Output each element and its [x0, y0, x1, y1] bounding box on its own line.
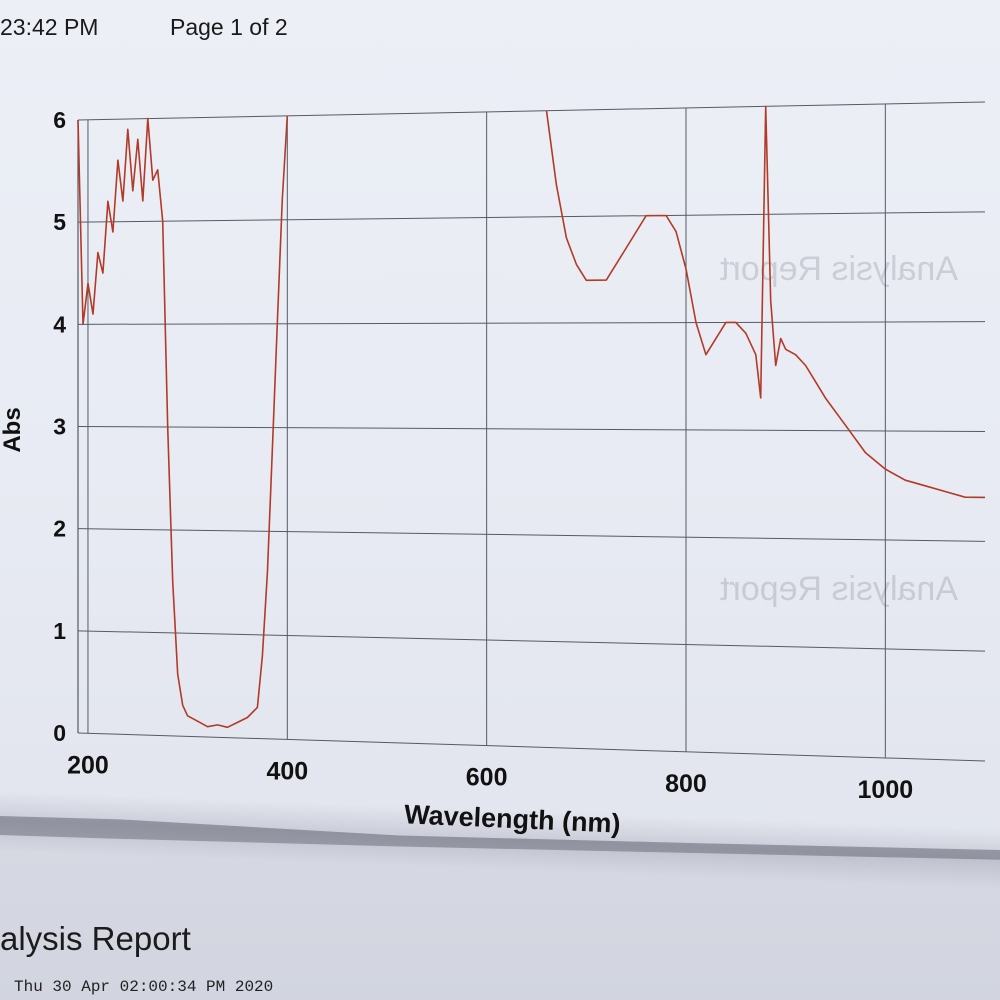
y-gridline: [77, 732, 986, 762]
chart-grid: [77, 101, 986, 762]
y-tick-label: 6: [53, 107, 66, 133]
y-tick-label: 1: [53, 618, 66, 644]
print-time: 23:42 PM: [0, 14, 99, 40]
series-line-1: [77, 115, 289, 729]
paper-sheet: [0, 0, 1000, 850]
report-title: alysis Report: [0, 920, 191, 957]
paper-sheet-lower: [0, 835, 1000, 1000]
x-tick-label: 200: [67, 751, 109, 779]
chart-labels: 0 1 2 3 4 5 6 200 400 600 800 1000 Wavelength (nm) Ab…: [0, 107, 913, 839]
x-tick-label: 400: [266, 757, 308, 785]
x-tick-label: 800: [665, 770, 707, 798]
y-tick-label: 5: [53, 209, 66, 235]
series-line-2: [545, 105, 986, 499]
x-tick-label: 1000: [858, 776, 914, 804]
x-axis-label: Wavelength (nm): [404, 799, 622, 838]
y-gridline: [77, 321, 986, 325]
y-gridline: [77, 630, 986, 652]
report-date: Thu 30 Apr 02:00:34 PM 2020: [14, 978, 274, 996]
y-axis-label: Abs: [0, 407, 26, 452]
y-tick-label: 4: [53, 311, 66, 337]
y-tick-label: 0: [53, 720, 66, 746]
y-gridline: [77, 528, 986, 542]
x-tick-label: 600: [466, 764, 508, 792]
y-gridline: [77, 101, 986, 121]
y-tick-label: 2: [53, 516, 66, 542]
y-tick-label: 3: [53, 414, 66, 440]
y-gridline: [77, 426, 986, 432]
y-gridline: [77, 211, 986, 223]
chart-traces: [77, 105, 986, 729]
page-indicator: Page 1 of 2: [170, 14, 288, 40]
